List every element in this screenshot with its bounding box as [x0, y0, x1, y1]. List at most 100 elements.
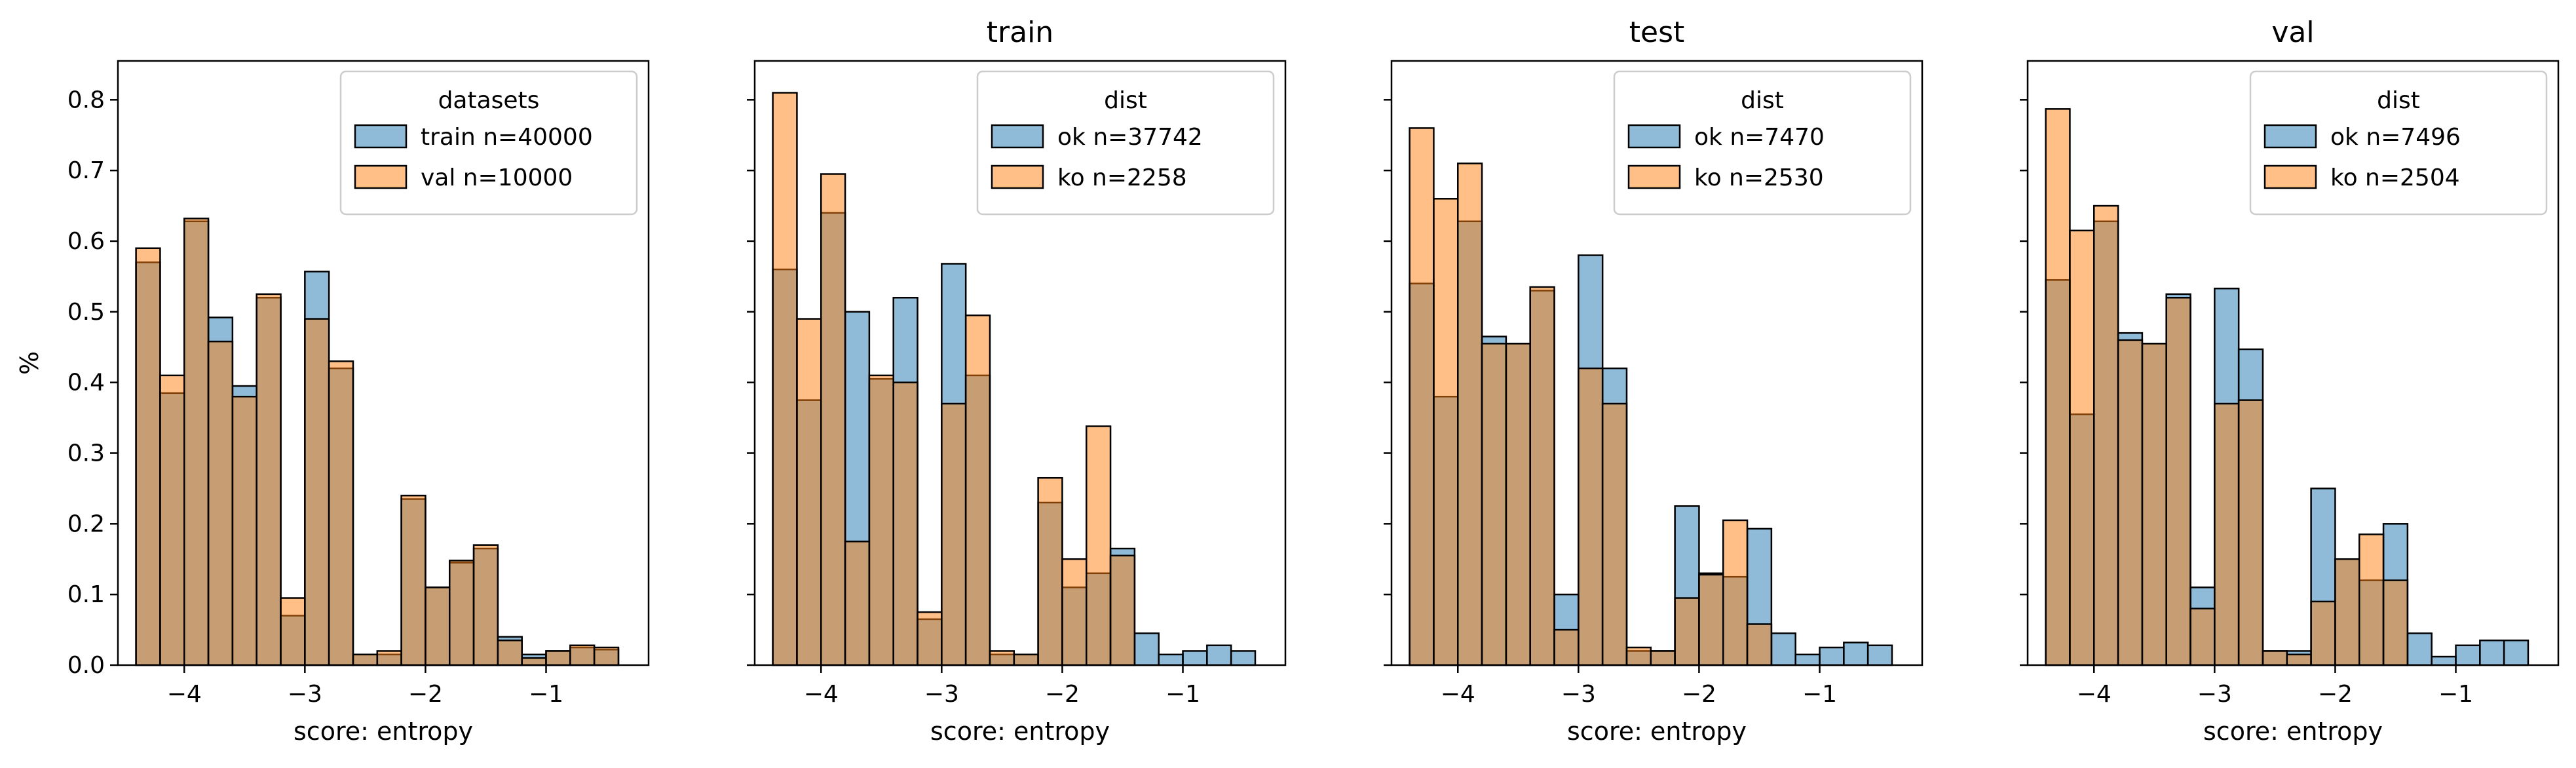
legend-swatch [354, 124, 407, 149]
y-tick-label: 0.1 [67, 581, 105, 608]
histogram-bar [1746, 623, 1773, 666]
legend-title: dist [1104, 87, 1147, 114]
histogram-bar [772, 92, 798, 666]
histogram-bar [917, 611, 943, 666]
histogram-bar [2310, 600, 2336, 666]
y-tick-label: 0.5 [67, 299, 105, 326]
histogram-bar [1866, 644, 1893, 666]
histogram-bar [2237, 399, 2264, 666]
histogram-bar [941, 402, 967, 666]
histogram-bar [1819, 646, 1845, 666]
histogram-bar [2382, 579, 2409, 666]
panel-title: val [2271, 16, 2314, 49]
axes-frame [2026, 60, 2560, 666]
histogram-bar [256, 293, 282, 666]
histogram-bar [1505, 343, 1531, 666]
x-axis-label: score: entropy [294, 717, 473, 746]
x-tick-label: −4 [167, 681, 202, 708]
histogram-bar [304, 318, 330, 666]
histogram-bar [844, 541, 871, 666]
histogram-bar [1578, 367, 1604, 666]
histogram-bar [1601, 402, 1628, 666]
legend-swatch [1627, 124, 1681, 149]
legend-swatch [354, 164, 407, 189]
y-axis-label: % [15, 351, 44, 375]
histogram-bar [2455, 644, 2481, 666]
histogram-bar [280, 597, 306, 666]
histogram-bar [159, 374, 185, 666]
legend-box [2249, 70, 2548, 216]
histogram-panel-1: 0.0 0.1 0.2 0.3 0.4 0.5 0.6 0.7 0.8 −4 −3 −2 −1 score… [15, 60, 650, 746]
legend-swatch [991, 164, 1044, 189]
legend-entry: ok n=7470 [1694, 124, 1825, 151]
legend: dist ok n=7470 ko n=2530 [1613, 70, 1912, 216]
histogram-bar [1553, 628, 1580, 666]
histogram-bar [1409, 127, 1435, 666]
panel-title: test [1629, 16, 1685, 49]
histogram-bar [2117, 339, 2144, 666]
histogram-bar [1770, 632, 1796, 666]
histogram-bar [796, 318, 822, 666]
x-tick-label: −4 [804, 681, 839, 708]
legend-title: datasets [438, 87, 540, 114]
legend-box [1613, 70, 1912, 216]
histogram-bar [1529, 286, 1555, 666]
x-tick-label: −1 [529, 681, 563, 708]
histogram-bar [964, 314, 991, 666]
histogram-bar [1457, 163, 1483, 666]
x-tick-label: −3 [2197, 681, 2232, 708]
y-tick-label: 0.7 [67, 157, 105, 184]
histogram-bar [352, 653, 379, 666]
histogram-bar [1182, 650, 1208, 666]
x-tick-label: −4 [2077, 681, 2112, 708]
histogram-bar [1206, 644, 1232, 666]
histogram-bar [1086, 425, 1112, 666]
legend-swatch [2263, 124, 2317, 149]
legend-entry: train n=40000 [421, 124, 593, 151]
legend-title: dist [2377, 87, 2420, 114]
x-tick-label: −1 [1802, 681, 1837, 708]
histogram-bar [593, 646, 620, 666]
histogram-bar [2334, 558, 2360, 666]
histogram-bar [1843, 642, 1869, 666]
x-tick-label: −2 [2318, 681, 2353, 708]
x-tick-label: −4 [1441, 681, 1475, 708]
legend: dist ok n=7496 ko n=2504 [2249, 70, 2548, 216]
histogram-bar [2093, 204, 2119, 666]
x-tick-label: −1 [2438, 681, 2473, 708]
x-axis-label: score: entropy [1567, 717, 1747, 746]
axes-frame [753, 60, 1287, 666]
x-tick-label: −3 [1561, 681, 1596, 708]
x-tick-label: −2 [408, 681, 443, 708]
x-tick-label: −2 [1682, 681, 1716, 708]
histogram-bar [521, 657, 547, 666]
legend: dist ok n=37742 ko n=2258 [976, 70, 1275, 216]
histogram-panel-4: −4 −3 −2 −1 score: entropy val dist ok n=7496 ko… [2020, 16, 2560, 746]
histogram-bar [1722, 519, 1749, 666]
x-axis-label: score: entropy [930, 717, 1110, 746]
histogram-bar [2214, 402, 2240, 666]
histogram-bar [2045, 108, 2071, 666]
y-tick-label: 0.3 [67, 440, 105, 467]
histogram-bar [1674, 597, 1700, 666]
histogram-bar [2262, 650, 2288, 666]
histogram-bar [1794, 653, 1821, 666]
histogram-panel-2: −4 −3 −2 −1 score: entropy train dist ok n=3774… [747, 16, 1287, 746]
histogram-bar [2503, 640, 2529, 666]
histogram-bar [135, 247, 161, 666]
histogram-bar [1013, 653, 1039, 666]
legend-box [976, 70, 1275, 216]
y-tick-label: 0.2 [67, 510, 105, 537]
histogram-bar [449, 560, 475, 666]
histogram-bar [400, 494, 426, 666]
x-axis-label: score: entropy [2203, 717, 2383, 746]
y-tick-label: 0.8 [67, 86, 105, 113]
histogram-bar [1037, 476, 1063, 666]
histogram-bar [183, 218, 210, 666]
histogram-bar [1698, 573, 1724, 666]
histogram-bar [868, 374, 894, 666]
histogram-bar [2431, 655, 2457, 666]
histogram-bar [1109, 554, 1136, 666]
legend-entry: ko n=2530 [1694, 164, 1824, 191]
